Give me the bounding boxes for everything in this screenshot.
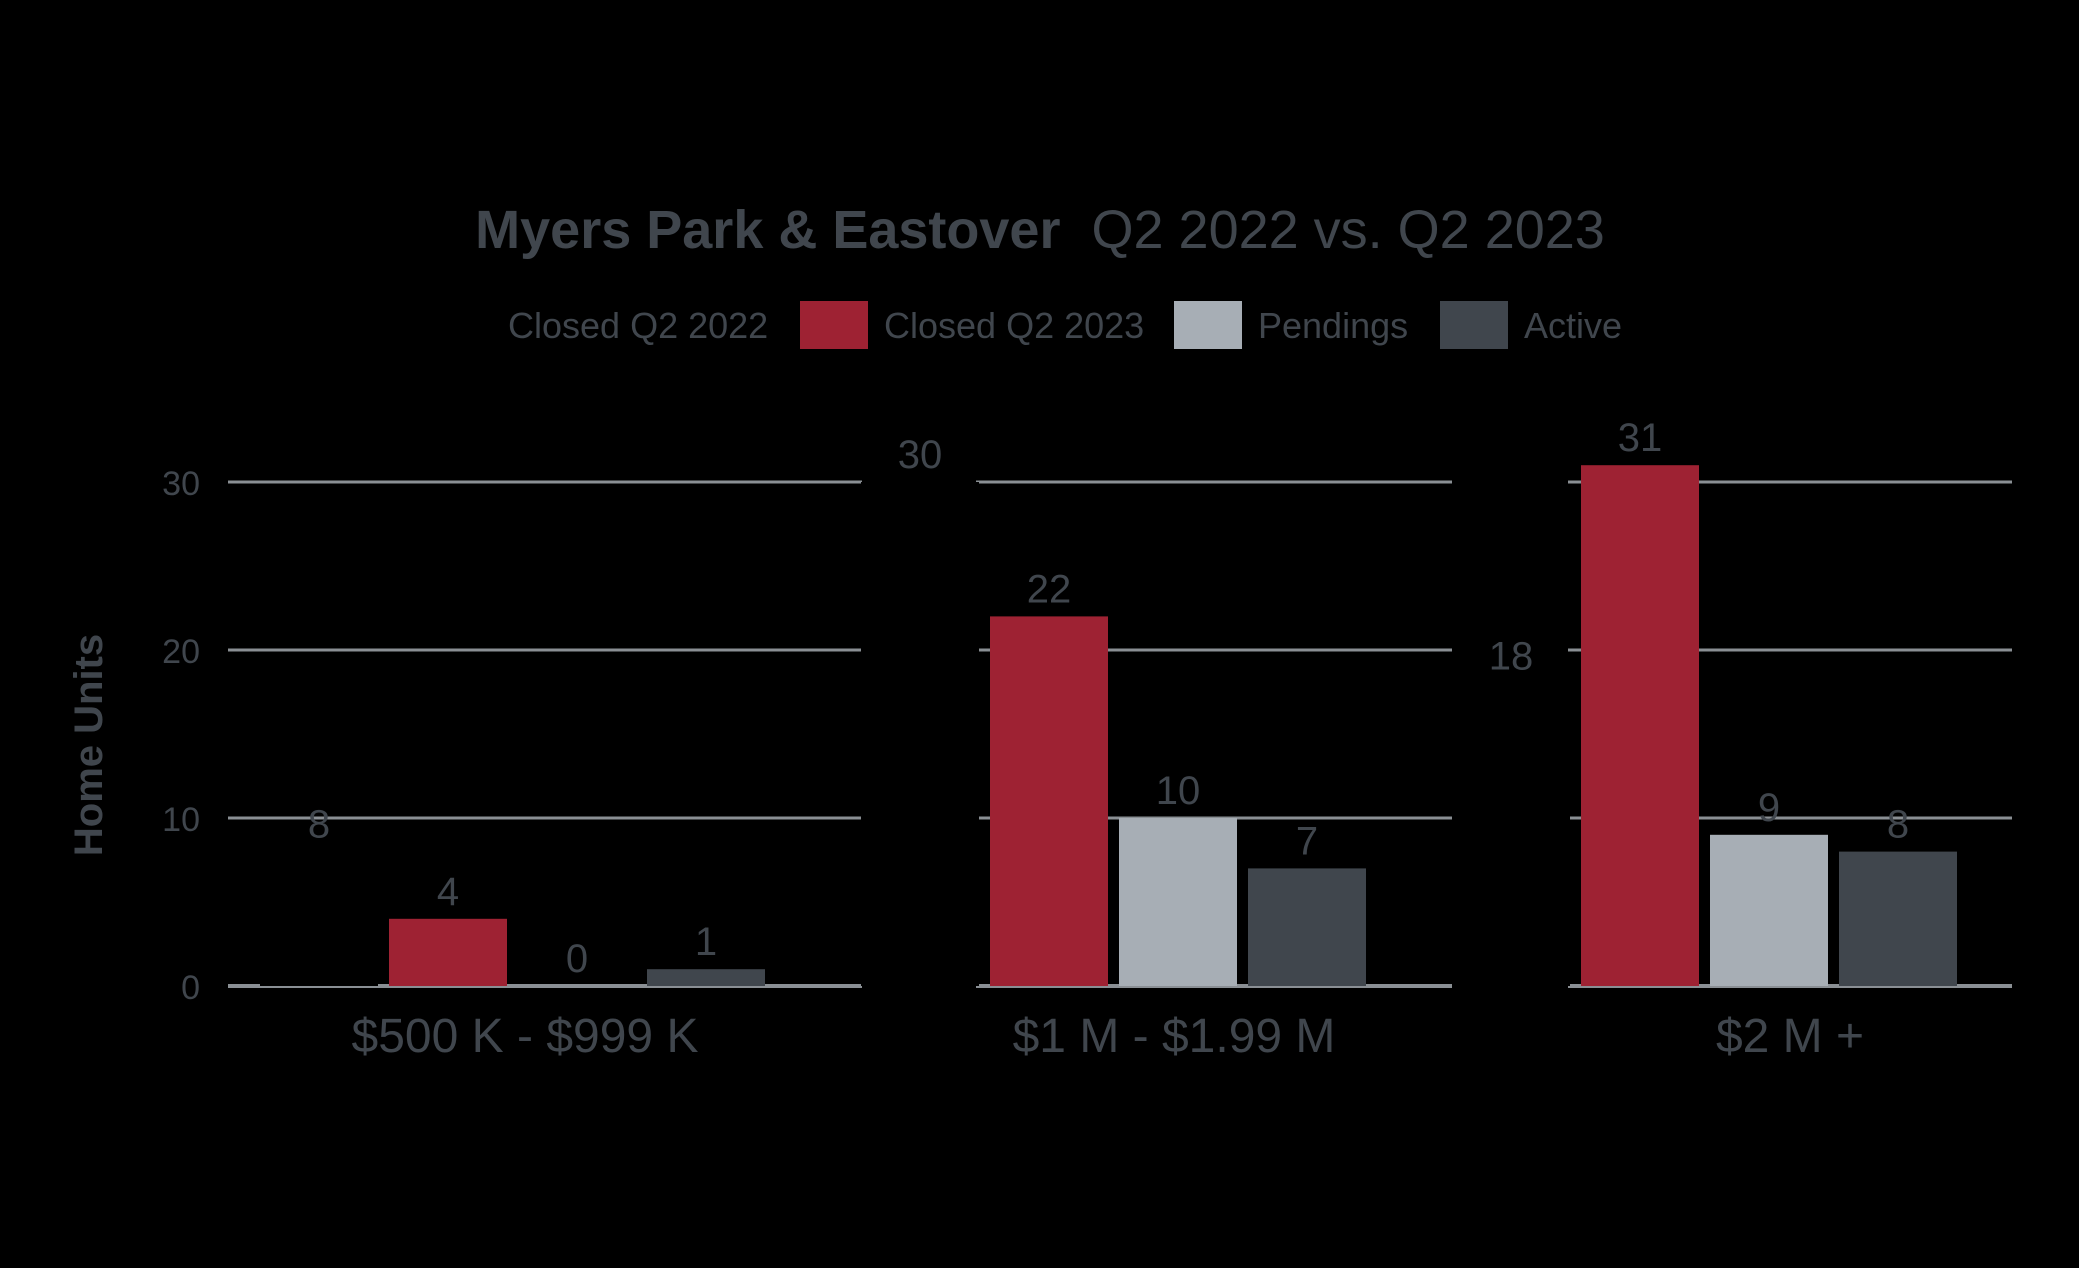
bar-pendings <box>1119 818 1237 986</box>
legend-label: Active <box>1524 305 1622 346</box>
legend-swatch <box>800 301 868 349</box>
data-label: 30 <box>898 433 943 477</box>
data-label: 18 <box>1489 635 1534 679</box>
legend-label: Closed Q2 2023 <box>884 305 1144 346</box>
legend-item-closed-q2-2023: Closed Q2 2023 <box>800 301 1144 349</box>
chart-title: Myers Park & Eastover Q2 2022 vs. Q2 202… <box>475 200 1605 260</box>
bar-closed-q2-2023 <box>1581 465 1699 986</box>
y-axis-label: Home Units <box>67 634 111 856</box>
bar-pendings <box>1710 834 1828 986</box>
data-label: 1 <box>695 920 717 964</box>
bars <box>260 465 1957 986</box>
legend-item-closed-q2-2022: Closed Q2 2022 <box>508 305 768 346</box>
legend: Closed Q2 2022 Closed Q2 2023 Pendings Acti… <box>508 301 1622 349</box>
chart-title-bold: Myers Park & Eastover <box>475 200 1060 260</box>
bar-closed-q2-2022 <box>861 482 979 986</box>
data-label: 9 <box>1758 786 1780 830</box>
data-label: 31 <box>1618 416 1663 460</box>
x-axis-categories: $500 K - $999 K $1 M - $1.99 M $2 M + <box>352 1010 1865 1063</box>
bar-closed-q2-2023 <box>990 616 1108 986</box>
x-category-label: $500 K - $999 K <box>352 1010 699 1063</box>
data-label: 8 <box>1887 803 1909 847</box>
bar-active <box>647 969 765 986</box>
bar-closed-q2-2023 <box>389 918 507 986</box>
y-tick-label: 10 <box>162 801 200 839</box>
legend-swatch <box>1174 301 1242 349</box>
legend-label: Pendings <box>1258 305 1408 346</box>
legend-label: Closed Q2 2022 <box>508 305 768 346</box>
bar-active <box>1839 851 1957 986</box>
x-category-label: $1 M - $1.99 M <box>1013 1010 1336 1063</box>
legend-item-pendings: Pendings <box>1174 301 1408 349</box>
data-label: 22 <box>1027 567 1072 611</box>
x-category-label: $2 M + <box>1716 1010 1864 1063</box>
bar-closed-q2-2022 <box>260 851 378 986</box>
data-label: 8 <box>308 803 330 847</box>
bar-closed-q2-2022 <box>1452 683 1570 986</box>
legend-item-active: Active <box>1440 301 1622 349</box>
y-tick-label: 30 <box>162 465 200 503</box>
y-axis-ticks: 0 10 20 30 <box>162 465 200 1007</box>
bar-active <box>1248 868 1366 986</box>
data-labels: 8 4 0 1 30 22 10 7 18 31 9 8 <box>308 416 1909 981</box>
legend-swatch <box>1440 301 1508 349</box>
y-tick-label: 20 <box>162 633 200 671</box>
chart-title-rest: Q2 2022 vs. Q2 2023 <box>1092 200 1605 260</box>
data-label: 4 <box>437 870 459 914</box>
data-label: 7 <box>1296 819 1318 863</box>
data-label: 10 <box>1156 769 1201 813</box>
y-tick-label: 0 <box>181 969 200 1007</box>
data-label: 0 <box>566 937 588 981</box>
